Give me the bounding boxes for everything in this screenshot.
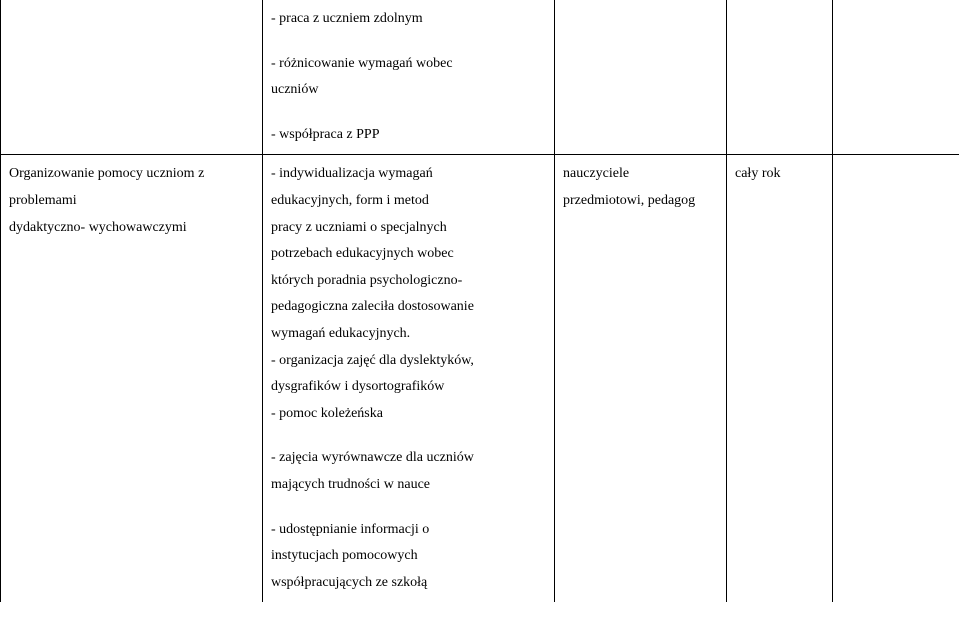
- table-row: Organizowanie pomocy uczniom z problemam…: [1, 155, 959, 602]
- text: - współpraca z PPP: [271, 127, 380, 142]
- text: Organizowanie pomocy uczniom z problemam…: [9, 166, 204, 208]
- text: edukacyjnych, form i metod: [271, 193, 429, 208]
- text: pracy z uczniami o specjalnych: [271, 220, 447, 235]
- text: instytucjach pomocowych: [271, 548, 418, 563]
- text: - pomoc koleżeńska: [271, 406, 383, 421]
- text: współpracujących ze szkołą: [271, 575, 427, 590]
- text: wymagań edukacyjnych.: [271, 326, 410, 341]
- table-row: - praca z uczniem zdolnym - różnicowanie…: [1, 0, 959, 155]
- cell-r2c3: nauczyciele przedmiotowi, pedagog: [555, 155, 727, 602]
- text: dysgrafików i dysortografików: [271, 379, 444, 394]
- text: nauczyciele: [563, 166, 629, 181]
- cell-r1c3: [555, 0, 727, 155]
- cell-r1c4: [727, 0, 833, 155]
- text: - udostępnianie informacji o: [271, 522, 429, 537]
- text: cały rok: [735, 166, 780, 181]
- text: - zajęcia wyrównawcze dla uczniów: [271, 450, 474, 465]
- text: - organizacja zajęć dla dyslektyków,: [271, 353, 474, 368]
- cell-r1c2: - praca z uczniem zdolnym - różnicowanie…: [263, 0, 555, 155]
- cell-r2c1: Organizowanie pomocy uczniom z problemam…: [1, 155, 263, 602]
- text: uczniów: [271, 82, 318, 97]
- text: potrzebach edukacyjnych wobec: [271, 246, 454, 261]
- cell-r2c2: - indywidualizacja wymagań edukacyjnych,…: [263, 155, 555, 602]
- text: - indywidualizacja wymagań: [271, 166, 433, 181]
- text: - praca z uczniem zdolnym: [271, 11, 423, 26]
- text: dydaktyczno- wychowawczymi: [9, 220, 187, 235]
- document-table: - praca z uczniem zdolnym - różnicowanie…: [0, 0, 959, 602]
- cell-r1c1: [1, 0, 263, 155]
- text: - różnicowanie wymagań wobec: [271, 56, 453, 71]
- cell-r2c4: cały rok: [727, 155, 833, 602]
- text: przedmiotowi, pedagog: [563, 193, 695, 208]
- text: mających trudności w nauce: [271, 477, 430, 492]
- text: pedagogiczna zaleciła dostosowanie: [271, 299, 474, 314]
- text: których poradnia psychologiczno-: [271, 273, 462, 288]
- cell-r1c5: [833, 0, 959, 155]
- cell-r2c5: [833, 155, 959, 602]
